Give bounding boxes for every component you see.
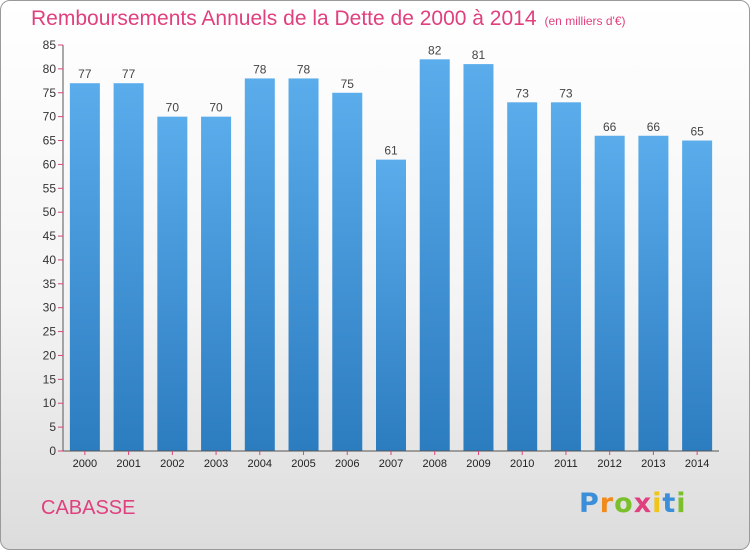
y-tick-label: 35 [43, 277, 57, 291]
logo-letter: x [633, 488, 653, 519]
value-label-2002: 70 [166, 101, 180, 115]
bar-2003 [201, 116, 232, 451]
value-label-2007: 61 [384, 144, 398, 158]
chart-title-text: Remboursements Annuels de la Dette de 20… [31, 7, 537, 30]
x-tick-label-2012: 2012 [597, 458, 621, 470]
y-tick-label: 25 [43, 325, 57, 339]
bar-2005 [288, 78, 319, 451]
bar-2008 [419, 59, 450, 452]
y-tick-label: 5 [49, 420, 56, 434]
value-label-2013: 66 [647, 120, 661, 134]
x-tick-label-2002: 2002 [160, 458, 184, 470]
y-tick-label: 0 [49, 444, 56, 458]
proxiti-logo: Proxiti [579, 488, 687, 519]
logo-letter: t [662, 488, 677, 519]
value-label-2011: 73 [559, 86, 573, 100]
value-label-2000: 77 [78, 67, 92, 81]
bar-2014 [682, 140, 713, 451]
x-tick-label-2011: 2011 [554, 458, 578, 470]
value-label-2004: 78 [253, 62, 267, 76]
y-tick-label: 15 [43, 372, 57, 386]
y-tick-label: 65 [43, 134, 57, 148]
bar-2011 [550, 102, 581, 451]
x-tick-label-2010: 2010 [510, 458, 534, 470]
bar-2002 [157, 116, 188, 451]
y-tick-label: 75 [43, 86, 57, 100]
value-label-2009: 81 [472, 48, 486, 62]
x-tick-label-2014: 2014 [685, 458, 709, 470]
y-tick-label: 70 [43, 110, 57, 124]
value-label-2012: 66 [603, 120, 617, 134]
value-label-2003: 70 [209, 101, 223, 115]
y-tick-label: 30 [43, 301, 57, 315]
x-tick-label-2005: 2005 [291, 458, 315, 470]
y-tick-label: 55 [43, 181, 57, 195]
value-labels: 77 77 70 70 78 78 75 61 82 81 73 73 66 66 65 [78, 43, 704, 157]
value-label-2014: 65 [690, 125, 704, 139]
y-tick-label: 20 [43, 348, 57, 362]
y-tick-label: 50 [43, 205, 57, 219]
x-tick-label-2004: 2004 [248, 458, 272, 470]
x-tick-label-2001: 2001 [116, 458, 140, 470]
chart-title: Remboursements Annuels de la Dette de 20… [31, 7, 626, 31]
y-tick-label: 80 [43, 62, 57, 76]
x-axis: 2000 2001 2002 2003 2004 2005 2006 2007 2008 2009… [63, 450, 719, 470]
value-label-2008: 82 [428, 43, 442, 57]
x-tick-label-2013: 2013 [641, 458, 665, 470]
bar-2007 [376, 159, 406, 451]
chart-unit: (en milliers d'€) [544, 14, 626, 28]
commune-name: CABASSE [41, 497, 136, 519]
y-tick-label: 10 [43, 396, 57, 410]
x-tick-label-2008: 2008 [422, 458, 446, 470]
y-tick-label: 45 [43, 229, 57, 243]
bar-2004 [244, 78, 275, 451]
logo-letter: P [579, 488, 600, 519]
value-label-2010: 73 [516, 86, 530, 100]
x-tick-label-2007: 2007 [379, 458, 403, 470]
logo-letter: r [599, 488, 615, 519]
bar-2010 [507, 102, 538, 451]
bar-2012 [594, 135, 625, 452]
x-tick-label-2000: 2000 [73, 458, 97, 470]
bar-2000 [69, 83, 100, 451]
logo-letter: o [614, 488, 634, 519]
bars [69, 59, 713, 452]
bar-2013 [638, 135, 669, 452]
y-axis: 0 5 10 15 20 25 30 35 40 45 50 55 60 65 70 75 80 85 [43, 38, 64, 458]
x-tick-label-2006: 2006 [335, 458, 359, 470]
value-label-2001: 77 [122, 67, 136, 81]
bar-2006 [332, 92, 363, 451]
logo-letter: i [652, 488, 663, 519]
bar-2009 [463, 64, 494, 451]
value-label-2006: 75 [341, 77, 355, 91]
x-tick-label-2003: 2003 [204, 458, 228, 470]
y-tick-label: 40 [43, 253, 57, 267]
x-tick-label-2009: 2009 [466, 458, 490, 470]
bar-2001 [113, 83, 144, 451]
logo-letter: i [676, 488, 687, 519]
y-tick-label: 85 [43, 38, 57, 52]
y-tick-label: 60 [43, 157, 57, 171]
value-label-2005: 78 [297, 62, 311, 76]
